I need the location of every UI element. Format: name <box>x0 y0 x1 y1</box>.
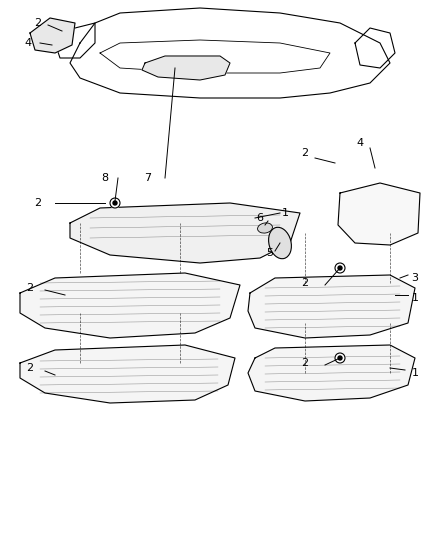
Circle shape <box>110 198 120 208</box>
Circle shape <box>335 263 345 273</box>
Ellipse shape <box>268 227 291 259</box>
Text: 2: 2 <box>26 363 34 373</box>
Polygon shape <box>248 345 415 401</box>
Text: 5: 5 <box>266 248 273 258</box>
Text: 8: 8 <box>102 173 109 183</box>
Circle shape <box>113 201 117 205</box>
Polygon shape <box>70 203 300 263</box>
Text: 7: 7 <box>145 173 152 183</box>
Text: 1: 1 <box>411 368 418 378</box>
Circle shape <box>335 353 345 363</box>
Text: 2: 2 <box>35 18 42 28</box>
Text: 1: 1 <box>411 293 418 303</box>
Polygon shape <box>248 275 415 338</box>
Text: 4: 4 <box>357 138 364 148</box>
Polygon shape <box>142 56 230 80</box>
Text: 2: 2 <box>301 278 308 288</box>
Circle shape <box>338 356 342 360</box>
Ellipse shape <box>258 223 272 233</box>
Text: 6: 6 <box>257 213 264 223</box>
Text: 3: 3 <box>411 273 418 283</box>
Text: 2: 2 <box>301 148 308 158</box>
Polygon shape <box>20 273 240 338</box>
Circle shape <box>338 266 342 270</box>
Text: 2: 2 <box>301 358 308 368</box>
Polygon shape <box>20 345 235 403</box>
Text: 2: 2 <box>26 283 34 293</box>
Text: 1: 1 <box>282 208 289 218</box>
Text: 2: 2 <box>35 198 42 208</box>
Polygon shape <box>30 18 75 53</box>
Text: 4: 4 <box>25 38 32 48</box>
Polygon shape <box>338 183 420 245</box>
